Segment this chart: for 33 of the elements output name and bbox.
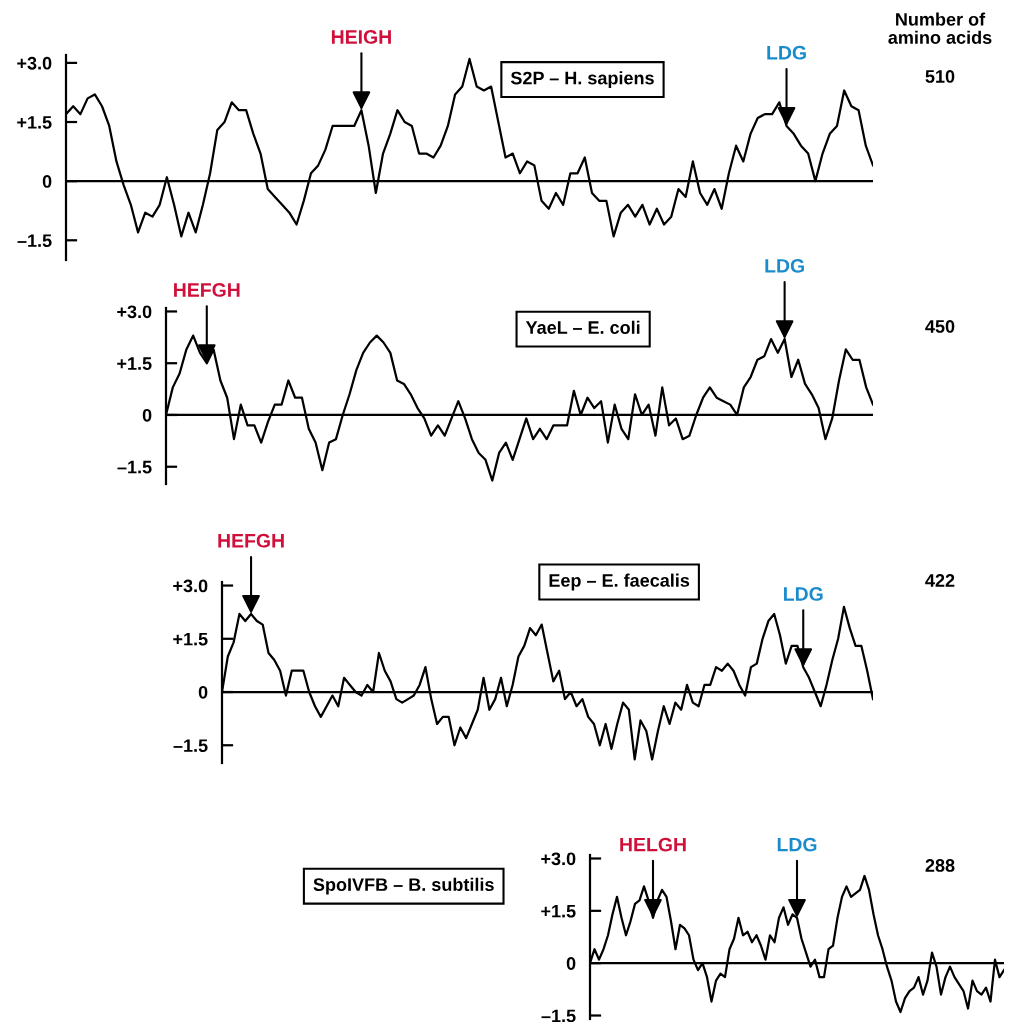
text: 450 xyxy=(925,320,955,333)
y-tick-label: –1.5 xyxy=(17,234,52,248)
y-tick-label: –1.5 xyxy=(117,460,152,474)
y-tick-label: +1.5 xyxy=(17,116,52,129)
annotation: 288 xyxy=(925,859,955,872)
y-tick-label: 0 xyxy=(142,408,152,422)
text: Number of amino acids xyxy=(888,12,992,44)
y-tick-label: +3.0 xyxy=(17,56,52,70)
text: 510 xyxy=(925,70,955,83)
y-tick-label: +1.5 xyxy=(117,357,152,370)
text: S2P – H. sapiens xyxy=(510,71,654,89)
y-tick-label: +1.5 xyxy=(173,632,208,646)
y-tick-label: +3.0 xyxy=(117,305,152,319)
text: YaeL – E. coli xyxy=(525,320,640,334)
annotation: LDG xyxy=(767,45,806,60)
annotation: LDG xyxy=(784,587,823,601)
text: HELGH xyxy=(620,837,686,852)
text: HEFGH xyxy=(174,283,240,297)
y-tick-label: 0 xyxy=(42,175,52,188)
text: SpoIVFB – B. subtilis xyxy=(313,877,494,895)
y-tick-label: 0 xyxy=(198,685,208,699)
chart-title: Eep – E. faecalis xyxy=(549,573,690,591)
y-tick-label: –1.5 xyxy=(541,1009,576,1022)
annotation: LDG xyxy=(765,258,804,273)
y-tick-label: –1.5 xyxy=(173,739,208,752)
text: 422 xyxy=(925,574,955,587)
y-tick-label: +1.5 xyxy=(541,904,576,918)
text: HEIGH xyxy=(331,30,391,44)
y-tick-label: 0 xyxy=(566,957,576,970)
text: HEFGH xyxy=(218,533,284,548)
text: LDG xyxy=(777,837,817,852)
y-tick-label: +3.0 xyxy=(173,579,208,593)
y-tick-label: +3.0 xyxy=(541,852,576,866)
